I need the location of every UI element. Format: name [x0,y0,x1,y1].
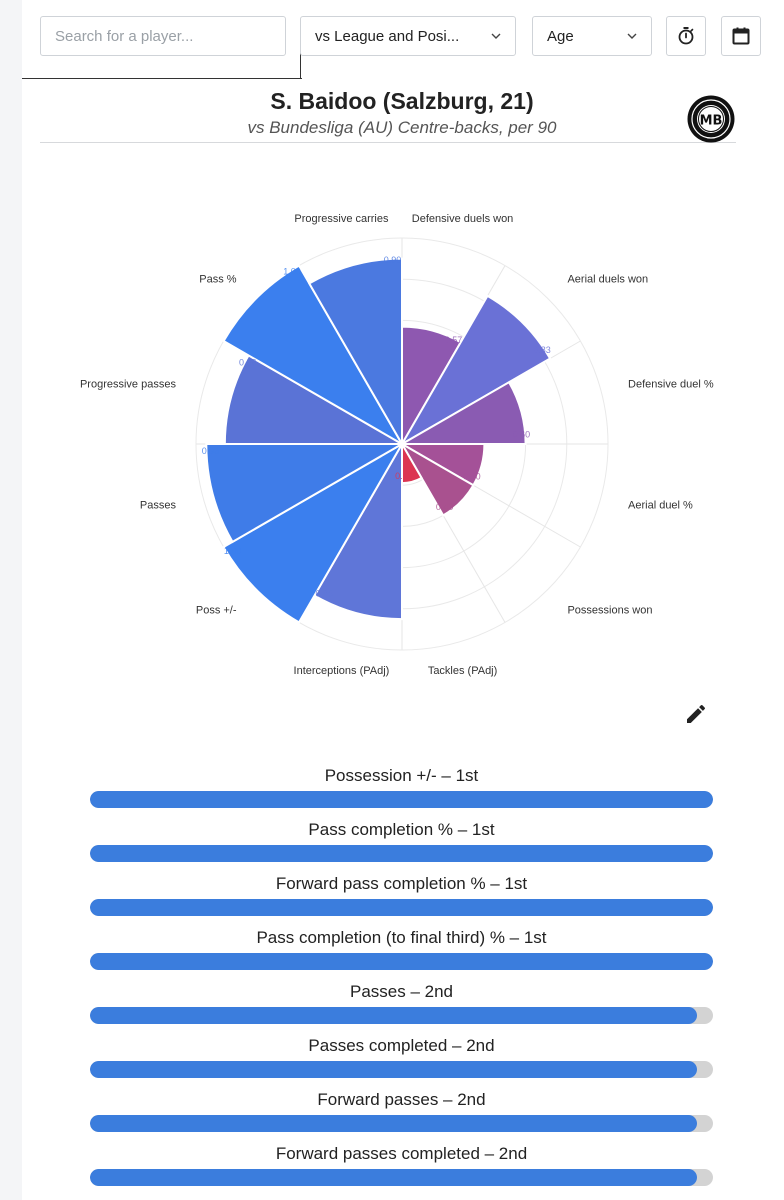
metric-row: Pass completion % – 1st [90,816,713,870]
metric-bar-fill [90,845,713,862]
metric-bar-fill [90,953,713,970]
radar-wedge[interactable] [222,441,405,624]
radar-category-label: Aerial duels won [567,274,648,286]
radar-value-label: 0.57 [445,335,463,345]
page-title: S. Baidoo (Salzburg, 21) [270,88,534,114]
radar-value-label: 0.85 [316,588,334,598]
radar-category-label: Defensive duels won [412,213,514,225]
comparison-select[interactable]: vs League and Posi... [300,16,516,56]
metric-bar-fill [90,1061,698,1078]
stopwatch-icon [678,27,694,45]
metric-label: Forward passes – 2nd [317,1090,486,1109]
metric-row: Forward passes completed – 2nd [90,1140,713,1194]
comparison-select-value: vs League and Posi... [315,27,460,45]
age-select[interactable]: Age [532,16,652,56]
radar-value-label: 0.90 [384,255,402,265]
radar-value-label: 1.00 [283,267,301,277]
metric-bar-track [90,1007,713,1024]
age-select-value: Age [547,27,574,45]
radar-wedge[interactable] [399,294,552,447]
radar-category-label: Possessions won [567,604,652,616]
radar-category-label: Poss +/- [196,604,237,616]
radar-wedge[interactable] [313,440,403,621]
timer-button[interactable] [666,16,706,56]
radar-value-label: 0.83 [533,345,551,355]
metric-bar-track [90,1169,713,1186]
radar-category-label: Interceptions (PAdj) [294,665,390,677]
radar-wedge[interactable] [222,264,405,447]
logo-text: MB [700,114,723,129]
calendar-button[interactable] [721,16,761,56]
metric-bar-track [90,845,713,862]
metric-row: Passes – 2nd [90,978,713,1032]
metric-bar-fill [90,899,713,916]
metric-bar-fill [90,1169,698,1186]
radar-wedge[interactable] [205,443,406,544]
radar-value-label: 0.40 [436,502,454,512]
radar-wedge[interactable] [399,441,475,517]
radar-value-label: 0.40 [463,472,481,482]
metric-label: Possession +/- – 1st [324,766,479,785]
radar-value-label: 0.86 [239,357,257,367]
metric-label: Passes – 2nd [349,982,453,1001]
radar-category-label: Tackles (PAdj) [428,665,497,677]
metric-label: Pass completion (to final third) % – 1st [256,928,547,947]
title-divider [40,142,736,143]
radar-wedge[interactable] [398,380,527,445]
metric-label: Forward pass completion % – 1st [275,874,528,893]
radar-category-label: Passes [140,500,177,512]
radar-category-label: Progressive carries [294,213,389,225]
metric-row: Possession +/- – 1st [90,762,713,816]
radar-category-label: Progressive passes [80,378,176,390]
chevron-down-icon [627,33,637,39]
metric-label: Pass completion % – 1st [308,820,495,839]
search-underline [22,78,302,79]
metric-bar-track [90,953,713,970]
metric-row: Passes completed – 2nd [90,1032,713,1086]
radar-wedge[interactable] [223,354,406,445]
radar-category-label: Pass % [199,274,237,286]
radar-category-label: Defensive duel % [628,378,714,390]
search-input[interactable] [41,17,285,55]
metric-bar-track [90,899,713,916]
radar-value-label: 1.00 [224,546,242,556]
metric-bar-fill [90,1007,698,1024]
pencil-icon[interactable] [684,702,708,726]
metric-label: Passes completed – 2nd [308,1036,495,1055]
metric-row: Forward pass completion % – 1st [90,870,713,924]
percentile-list: Possession +/- – 1st Pass completion % – … [90,762,713,1194]
metric-bar-track [90,791,713,808]
calendar-icon [732,27,750,45]
radar-wedge[interactable] [307,257,403,448]
metric-row: Forward passes – 2nd [90,1086,713,1140]
radar-value-label: 0.19 [395,471,413,481]
metric-row: Pass completion (to final third) % – 1st [90,924,713,978]
radar-chart: 0.57 0.83 0.60 0.40 0.40 0.19 0.85 1.00 0.95 0.86… [80,213,714,677]
radar-value-label: 0.60 [513,430,531,440]
radar-category-label: Aerial duel % [628,500,693,512]
metric-bar-track [90,1061,713,1078]
chevron-down-icon [491,33,501,39]
metric-label: Forward passes completed – 2nd [275,1144,528,1163]
page-subtitle: vs Bundesliga (AU) Centre-backs, per 90 [247,118,557,137]
search-underline-edge [300,50,301,79]
radar-value-label: 0.95 [202,446,220,456]
player-search[interactable] [40,16,286,56]
metric-bar-fill [90,791,713,808]
brand-logo: MB [687,95,735,143]
metric-bar-track [90,1115,713,1132]
metric-bar-fill [90,1115,698,1132]
